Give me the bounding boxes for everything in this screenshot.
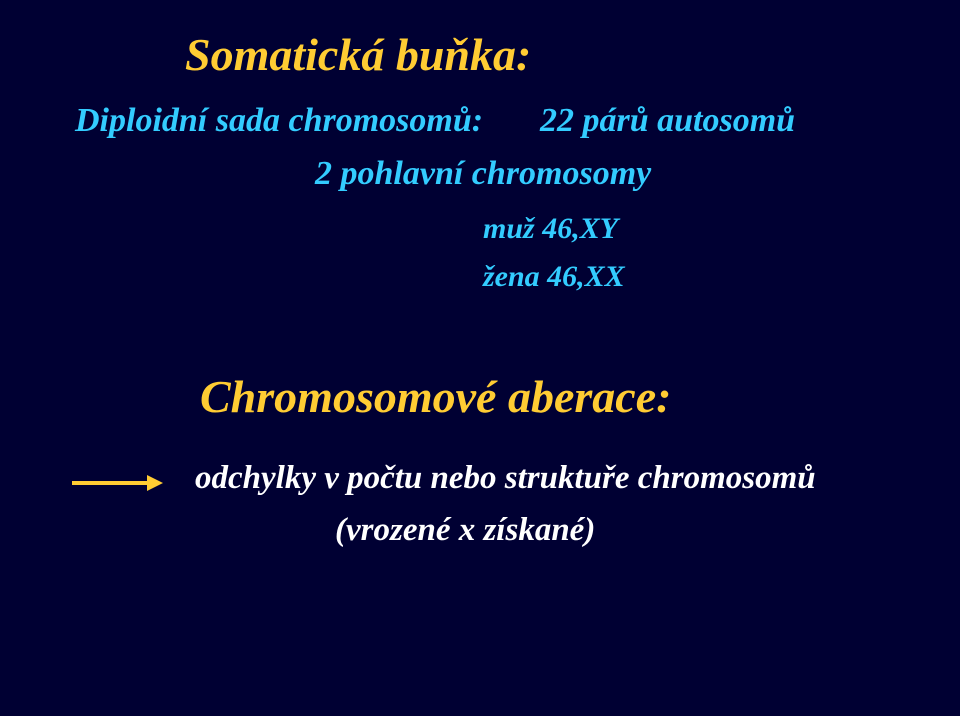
slide-title-2: Chromosomové aberace: xyxy=(200,370,671,423)
male-karyotype: muž 46,XY xyxy=(483,212,618,246)
diploid-value: 22 párů autosomů xyxy=(540,102,795,140)
slide-title-1: Somatická buňka: xyxy=(185,28,531,81)
sex-chromosomes-line: 2 pohlavní chromosomy xyxy=(315,155,651,193)
female-karyotype: žena 46,XX xyxy=(483,260,625,294)
arrow-head xyxy=(147,475,163,491)
aberration-types: (vrozené x získané) xyxy=(335,512,595,549)
arrow-icon xyxy=(72,478,162,488)
slide: Somatická buňka: Diploidní sada chromoso… xyxy=(0,0,960,716)
diploid-label: Diploidní sada chromosomů: xyxy=(75,102,483,140)
aberration-definition: odchylky v počtu nebo struktuře chromoso… xyxy=(195,460,816,497)
arrow-shaft xyxy=(72,481,150,485)
